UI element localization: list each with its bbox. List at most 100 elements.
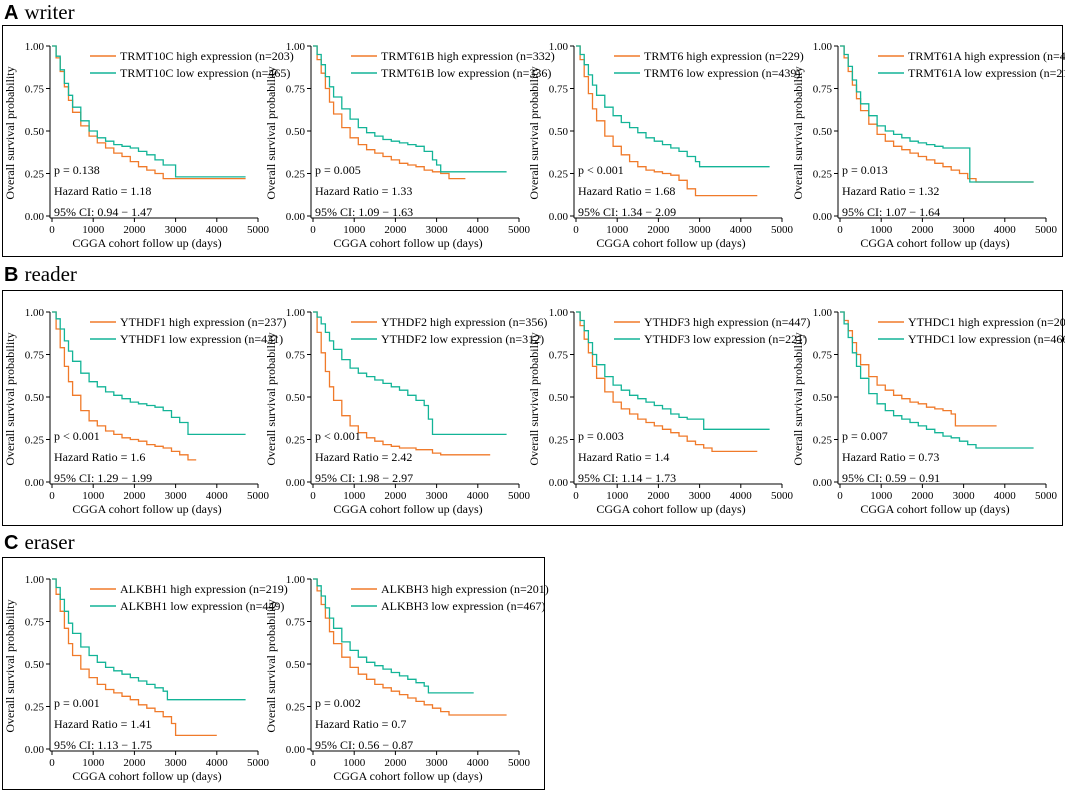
x-axis-label: CGGA cohort follow up (days) (596, 502, 745, 516)
y-tick-label: 0.25 (286, 169, 306, 181)
stat-annotation: 95% CI: 1.98 − 2.97 (315, 471, 413, 485)
x-tick-label: 3000 (689, 490, 712, 502)
x-tick-label: 0 (573, 224, 579, 236)
x-tick-label: 2000 (123, 224, 146, 236)
stat-annotation: Hazard Ratio = 2.42 (315, 450, 412, 464)
stat-annotation: 95% CI: 1.14 − 1.73 (578, 471, 676, 485)
legend-label: ALKBH1 high expression (n=219) (120, 582, 288, 596)
y-tick-label: 0.25 (813, 435, 833, 447)
y-axis-label: Overall survival probability (3, 332, 17, 465)
y-tick-label: 1.00 (286, 41, 306, 53)
x-tick-label: 3000 (426, 757, 449, 769)
x-tick-label: 5000 (508, 490, 531, 502)
x-tick-label: 4000 (994, 490, 1017, 502)
legend-label: TRMT10C low expression (n=465) (120, 66, 290, 80)
x-tick-label: 5000 (508, 224, 531, 236)
legend-label: ALKBH3 low expression (n=467) (381, 599, 545, 613)
stat-annotation: p = 0.138 (54, 163, 100, 177)
y-tick-label: 0.00 (549, 477, 569, 489)
km-chart-5: 0.00 0.25 0.50 0.75 1.00 0 1000 2000 3000 4000 500… (3, 307, 286, 516)
y-tick-label: 0.00 (549, 211, 569, 223)
km-chart-6: 0.00 0.25 0.50 0.75 1.00 0 1000 2000 3000 4000 500… (264, 307, 547, 516)
y-tick-label: 0.50 (549, 126, 569, 138)
survival-curve-high (840, 45, 1034, 183)
y-tick-label: 0.50 (286, 126, 306, 138)
x-tick-label: 4000 (206, 490, 229, 502)
x-tick-label: 5000 (247, 490, 270, 502)
x-tick-label: 0 (49, 757, 55, 769)
y-tick-label: 1.00 (813, 41, 833, 53)
x-tick-label: 4000 (730, 224, 753, 236)
survival-curve-low (313, 578, 474, 694)
y-tick-label: 0.75 (549, 84, 569, 96)
stat-annotation: Hazard Ratio = 0.73 (842, 450, 939, 464)
y-tick-label: 0.75 (286, 84, 306, 96)
y-axis-label: Overall survival probability (3, 66, 17, 199)
x-tick-label: 3000 (426, 490, 449, 502)
legend-label: TRMT61B low expression (n=336) (381, 66, 551, 80)
stat-annotation: p = 0.002 (315, 696, 361, 710)
y-tick-label: 0.75 (286, 617, 306, 629)
x-tick-label: 0 (310, 757, 316, 769)
legend-label: YTHDF1 high expression (n=237) (120, 315, 286, 329)
legend-label: YTHDF2 high expression (n=356) (381, 315, 547, 329)
x-axis-label: CGGA cohort follow up (days) (72, 236, 221, 250)
x-tick-label: 2000 (123, 490, 146, 502)
x-tick-label: 3000 (953, 224, 976, 236)
y-tick-label: 1.00 (286, 574, 306, 586)
x-tick-label: 1000 (343, 224, 366, 236)
x-axis-label: CGGA cohort follow up (days) (333, 502, 482, 516)
x-tick-label: 4000 (994, 224, 1017, 236)
stat-annotation: Hazard Ratio = 1.68 (578, 184, 675, 198)
x-tick-label: 5000 (247, 757, 270, 769)
x-tick-label: 0 (573, 490, 579, 502)
panel-letter: B (4, 264, 19, 286)
km-chart-2: 0.00 0.25 0.50 0.75 1.00 0 1000 2000 3000 4000 500… (264, 41, 555, 250)
legend-label: ALKBH1 low expression (n=449) (120, 599, 284, 613)
x-tick-label: 5000 (771, 490, 794, 502)
y-tick-label: 0.75 (25, 350, 45, 362)
x-tick-label: 1000 (870, 224, 893, 236)
survival-curve-high (52, 578, 217, 737)
y-tick-label: 1.00 (549, 307, 569, 319)
y-tick-label: 0.00 (286, 744, 306, 756)
y-tick-label: 0.00 (25, 744, 45, 756)
stat-annotation: p = 0.005 (315, 163, 361, 177)
survival-curve-low (576, 45, 770, 168)
x-tick-label: 1000 (82, 757, 105, 769)
stat-annotation: p < 0.001 (578, 163, 624, 177)
y-axis-label: Overall survival probability (264, 599, 278, 732)
stat-annotation: Hazard Ratio = 1.32 (842, 184, 939, 198)
y-tick-label: 0.50 (549, 392, 569, 404)
stat-annotation: p = 0.003 (578, 429, 624, 443)
x-tick-label: 2000 (384, 757, 407, 769)
panel-letter: A (4, 2, 19, 24)
x-tick-label: 5000 (1035, 490, 1058, 502)
survival-curve-high (576, 311, 758, 453)
y-tick-label: 1.00 (549, 41, 569, 53)
y-tick-label: 0.50 (286, 659, 306, 671)
survival-curve-low (52, 578, 246, 701)
x-tick-label: 2000 (123, 757, 146, 769)
x-axis-label: CGGA cohort follow up (days) (333, 769, 482, 783)
x-tick-label: 2000 (647, 490, 670, 502)
y-tick-label: 0.00 (25, 211, 45, 223)
x-tick-label: 2000 (911, 490, 934, 502)
x-axis-label: CGGA cohort follow up (days) (860, 502, 1009, 516)
survival-curve-high (52, 311, 197, 461)
y-tick-label: 0.25 (25, 702, 45, 714)
y-tick-label: 0.00 (286, 477, 306, 489)
x-tick-label: 3000 (689, 224, 712, 236)
legend-label: YTHDF3 high expression (n=447) (644, 315, 810, 329)
x-axis-label: CGGA cohort follow up (days) (860, 236, 1009, 250)
y-tick-label: 0.25 (549, 435, 569, 447)
panel-box-a (2, 25, 1063, 257)
y-axis-label: Overall survival probability (791, 332, 805, 465)
legend-label: YTHDF1 low expression (n=431) (120, 332, 283, 346)
x-axis-label: CGGA cohort follow up (days) (72, 769, 221, 783)
y-axis-label: Overall survival probability (3, 599, 17, 732)
y-tick-label: 0.75 (25, 617, 45, 629)
